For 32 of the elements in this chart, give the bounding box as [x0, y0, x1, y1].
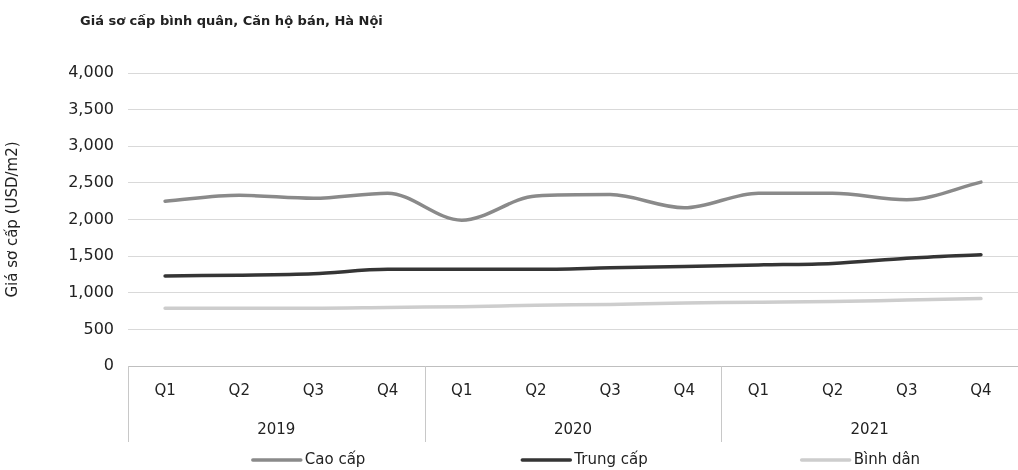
x-tick-label: Q2: [821, 380, 844, 399]
x-tick-label: Q3: [599, 380, 621, 399]
x-tick-label: Q1: [451, 380, 473, 399]
line-series: [163, 252, 983, 278]
x-tick-label: Q1: [747, 380, 770, 399]
line-series: [163, 296, 983, 310]
y-tick-label: 3,500: [68, 98, 114, 118]
y-tick-label: 1,500: [68, 245, 114, 265]
x-tick-label: Q1: [154, 380, 176, 399]
x-tick-label: Q2: [228, 380, 250, 399]
legend-label: Trung cấp: [573, 449, 648, 468]
text: 2019: [257, 419, 296, 438]
y-tick-label: 3,000: [68, 135, 114, 155]
legend-label: Cao cấp: [304, 449, 366, 468]
y-tick-label: 500: [83, 318, 114, 338]
x-tick-label: Q4: [376, 380, 399, 399]
y-tick-label: 1,000: [68, 281, 114, 301]
x-tick-label: Q3: [896, 380, 918, 399]
text: 2021: [850, 419, 889, 438]
line-series: [163, 180, 983, 222]
y-tick-label: 0: [103, 355, 114, 375]
y-tick-label: 4,000: [68, 62, 114, 82]
x-tick-label: Q4: [970, 380, 992, 399]
y-tick-label: 2,000: [68, 208, 114, 228]
text: 2020: [553, 419, 593, 438]
y-tick-label: 2,500: [68, 172, 114, 192]
x-tick-label: Q4: [673, 380, 695, 399]
chart-title: Giá sơ cấp bình quân, Căn hộ bán, Hà Nội: [80, 13, 383, 29]
y-axis-title: Giá sơ cấp (USD/m2): [2, 141, 21, 298]
x-tick-label: Q2: [525, 380, 547, 399]
x-tick-label: Q3: [302, 380, 325, 399]
legend-label: Bình dân: [853, 449, 921, 468]
